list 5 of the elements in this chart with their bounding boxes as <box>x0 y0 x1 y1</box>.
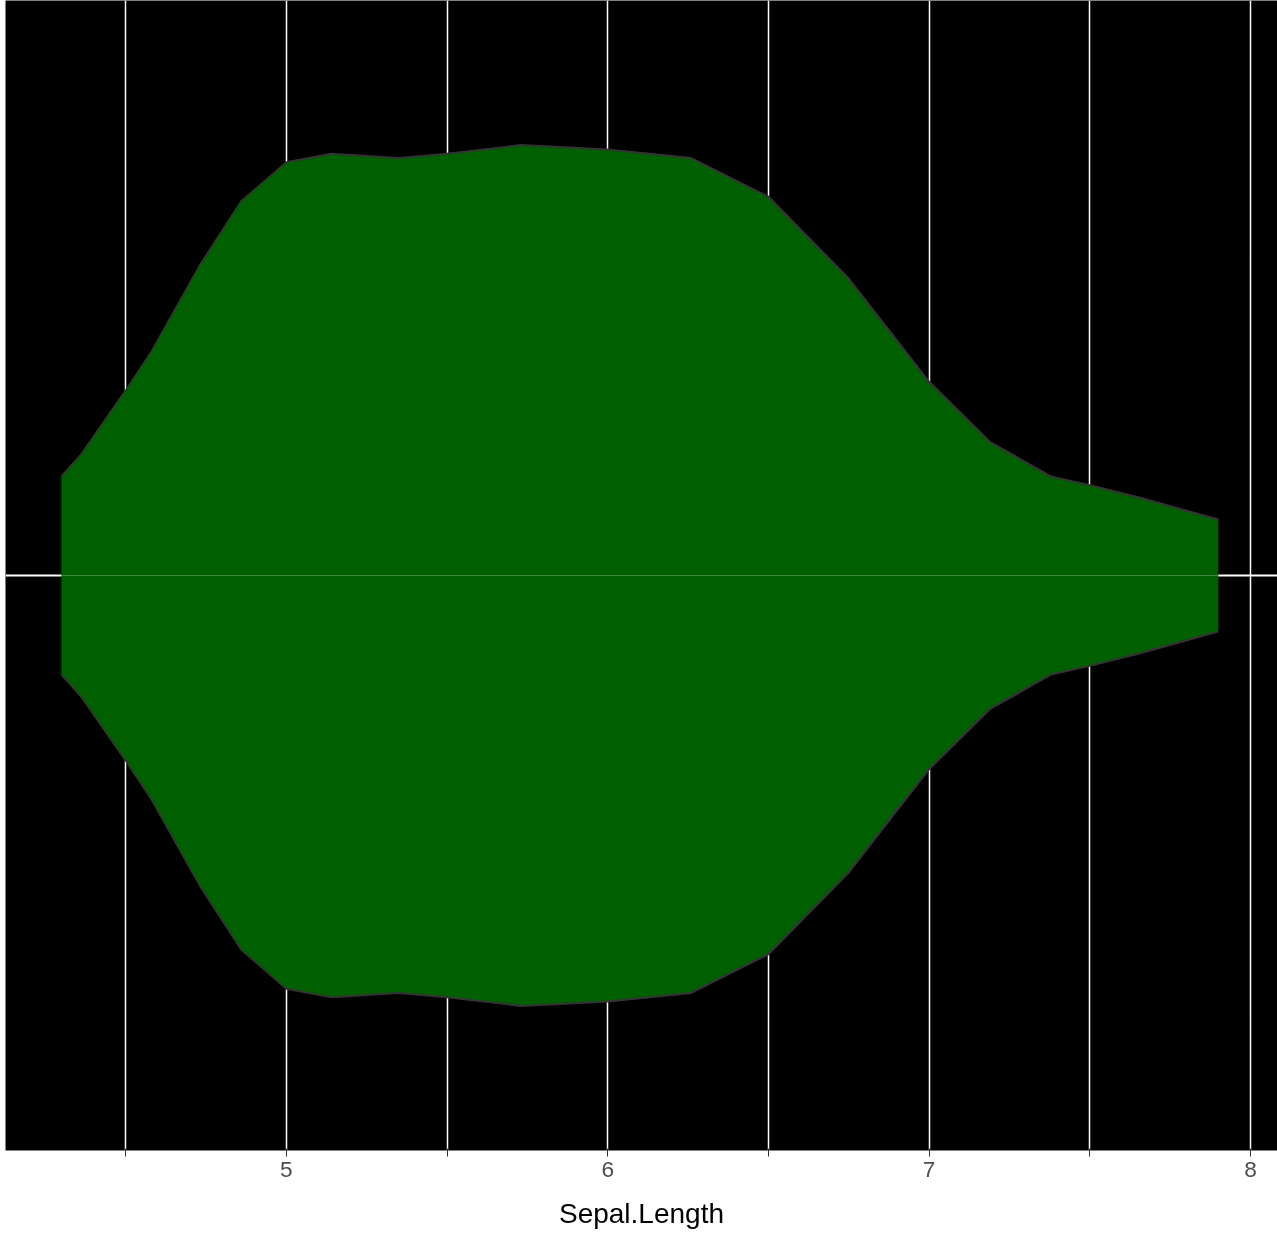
x-tick-label: 7 <box>922 1155 936 1182</box>
x-tick-label: 5 <box>280 1155 293 1182</box>
x-tick-label: 8 <box>1244 1155 1257 1182</box>
x-tick-label: 6 <box>601 1155 615 1182</box>
x-axis-title: Sepal.Length <box>558 1197 725 1229</box>
